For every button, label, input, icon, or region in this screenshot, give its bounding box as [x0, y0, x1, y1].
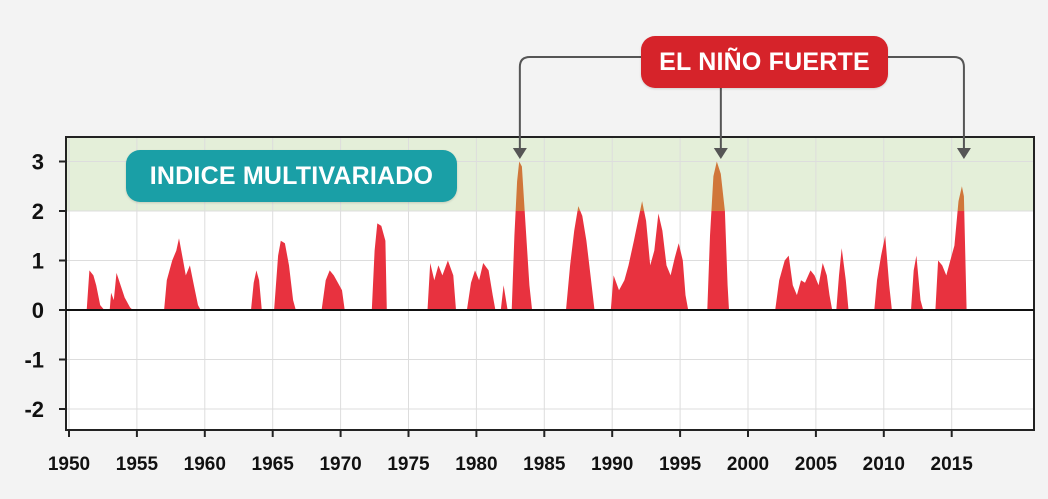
arrow-head-2015: [956, 148, 971, 160]
x-tick-label: 1955: [116, 454, 159, 475]
x-tick-label: 1980: [455, 454, 497, 475]
strong-el-nino-label: EL NIÑO FUERTE: [641, 36, 888, 88]
x-tick-label: 1950: [48, 454, 90, 475]
x-tick-label: 1990: [591, 454, 633, 475]
mei-area: [86, 161, 967, 310]
y-tick-label: 0: [32, 298, 44, 323]
arrow-2015: [888, 56, 965, 149]
x-tick-label: 2005: [795, 454, 838, 475]
y-tick-label: 1: [32, 249, 44, 274]
x-tick-label: 1965: [252, 454, 295, 475]
x-tick-label: 1970: [319, 454, 361, 475]
y-tick-label: -2: [24, 397, 44, 422]
multivariate-index-label: INDICE MULTIVARIADO: [126, 150, 457, 202]
y-tick-label: 3: [32, 150, 44, 175]
x-tick-label: 1985: [523, 454, 566, 475]
x-tick-label: 2015: [931, 454, 974, 475]
arrow-1983: [518, 56, 641, 149]
x-tick-label: 1960: [184, 454, 226, 475]
y-axis-ticks: 3 2 1 0 -1 -2: [24, 150, 66, 422]
mei-area-below-2: [86, 211, 967, 310]
arrow-head-1983: [512, 148, 527, 160]
x-tick-label: 2010: [863, 454, 905, 475]
arrow-head-1998: [713, 148, 728, 160]
x-tick-label: 2000: [727, 454, 769, 475]
x-tick-label: 1975: [387, 454, 430, 475]
y-tick-label: -1: [24, 348, 44, 373]
x-tick-label: 1995: [659, 454, 702, 475]
x-axis-ticks: 1950 1955 1960 1965 1970 1975 1980 1985 1990 1995…: [48, 430, 973, 475]
nino-arrows: [512, 56, 971, 160]
plot-frame: [65, 136, 1035, 431]
y-tick-label: 2: [32, 199, 44, 224]
